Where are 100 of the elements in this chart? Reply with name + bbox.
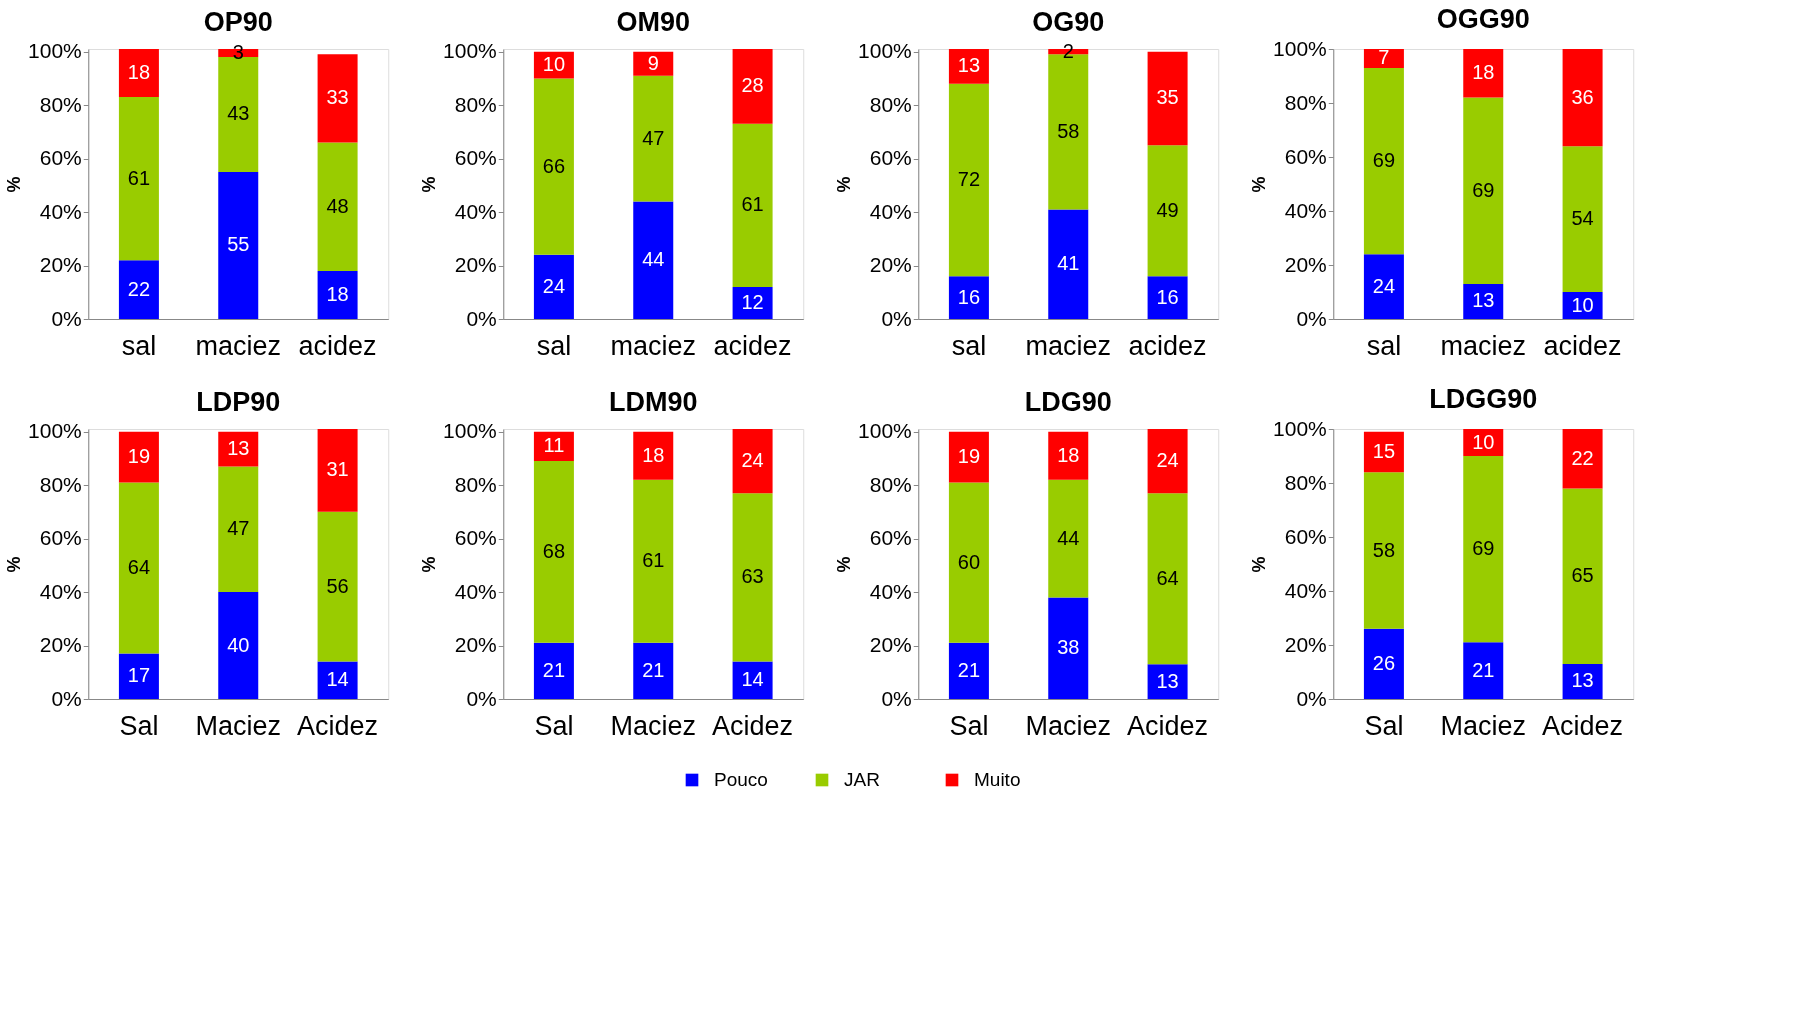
bar [1147, 429, 1188, 494]
x-tick-label: Maciez [1440, 710, 1527, 741]
y-axis-title: % [4, 556, 25, 573]
y-tick-label: 100% [28, 419, 82, 443]
data-label: 40 [227, 633, 250, 656]
data-label: 61 [741, 193, 764, 216]
y-axis-title: % [1249, 176, 1270, 193]
data-label: 31 [326, 458, 349, 481]
y-tick-label: 40% [869, 579, 912, 603]
bar [1363, 472, 1404, 629]
bar [1562, 429, 1603, 489]
data-label: 69 [1472, 178, 1495, 201]
data-label: 13 [1571, 669, 1594, 692]
data-label: 26 [1372, 651, 1396, 674]
bar [948, 83, 989, 277]
y-tick-label: 40% [39, 199, 82, 223]
y-axis-title: % [834, 176, 855, 193]
bar [1562, 146, 1603, 292]
y-tick-label: 0% [466, 306, 497, 330]
bar [732, 49, 773, 124]
data-label: 14 [326, 668, 349, 691]
bar [948, 642, 989, 699]
data-label: 38 [1057, 636, 1080, 659]
bar [533, 461, 574, 643]
bar [732, 429, 773, 494]
bar [218, 466, 259, 593]
bar [1463, 97, 1504, 284]
bar [218, 57, 259, 172]
y-tick-label: 40% [1284, 578, 1327, 602]
bar [633, 75, 674, 202]
data-label: 61 [642, 549, 665, 572]
data-label: 18 [326, 282, 349, 305]
y-tick-label: 80% [39, 472, 82, 496]
y-tick-label: 0% [1296, 686, 1327, 710]
legend-label: Muito [974, 769, 1021, 790]
bar [1147, 493, 1188, 665]
data-label: 22 [127, 277, 151, 300]
x-tick-label: maciez [610, 330, 697, 361]
y-tick-label: 40% [454, 199, 497, 223]
data-label: 47 [642, 126, 665, 149]
data-label: 44 [642, 248, 665, 271]
x-tick-label: Acidez [1127, 710, 1209, 741]
data-label: 16 [957, 285, 981, 308]
bar [118, 482, 159, 654]
data-label: 58 [1057, 119, 1080, 142]
data-label: 22 [1571, 446, 1594, 469]
chart-title: OG90 [1032, 6, 1105, 37]
data-label: 21 [957, 658, 981, 681]
y-tick-label: 60% [454, 146, 497, 170]
data-label: 18 [642, 443, 665, 466]
y-tick-label: 80% [454, 92, 497, 116]
bar [1363, 254, 1404, 319]
bar [1147, 51, 1188, 146]
chart-title: LDG90 [1024, 386, 1112, 417]
y-tick-label: 0% [881, 306, 912, 330]
chart-title: OP90 [203, 6, 273, 37]
bar [948, 482, 989, 643]
y-tick-label: 20% [454, 633, 497, 657]
y-tick-label: 100% [1273, 36, 1327, 60]
y-tick-label: 0% [466, 686, 497, 710]
data-label: 13 [1156, 669, 1179, 692]
y-tick-label: 80% [869, 92, 912, 116]
x-tick-label: Sal [1364, 710, 1404, 741]
x-tick-label: maciez [195, 330, 282, 361]
data-label: 10 [542, 53, 566, 76]
data-label: 18 [1057, 443, 1080, 466]
data-label: 69 [1372, 149, 1396, 172]
bar [218, 592, 259, 699]
bar [118, 97, 159, 261]
bar [1147, 276, 1188, 319]
bar [633, 431, 674, 480]
bar [732, 493, 773, 662]
y-tick-label: 20% [869, 633, 912, 657]
bar [948, 49, 989, 84]
y-tick-label: 20% [454, 253, 497, 277]
y-tick-label: 40% [454, 579, 497, 603]
y-tick-label: 60% [454, 526, 497, 550]
y-tick-label: 80% [39, 92, 82, 116]
bar [948, 431, 989, 483]
bar [1147, 664, 1188, 699]
bar [1463, 49, 1504, 98]
x-tick-label: Sal [119, 710, 159, 741]
y-tick-label: 60% [39, 526, 82, 550]
y-tick-label: 20% [1284, 632, 1327, 656]
y-tick-label: 0% [881, 686, 912, 710]
x-tick-label: acidez [1128, 330, 1207, 361]
data-label: 58 [1372, 538, 1396, 561]
bar [633, 642, 674, 699]
x-tick-label: sal [951, 330, 987, 361]
y-tick-label: 100% [858, 39, 912, 63]
chart-title: LDP90 [196, 386, 281, 417]
data-label: 69 [1472, 537, 1495, 560]
y-tick-label: 40% [869, 199, 912, 223]
x-tick-label: sal [121, 330, 157, 361]
bar [1048, 431, 1089, 480]
y-axis-title: % [419, 176, 440, 193]
data-label: 55 [227, 233, 250, 256]
y-tick-label: 20% [869, 253, 912, 277]
data-label: 14 [741, 668, 764, 691]
bar [1363, 67, 1404, 255]
